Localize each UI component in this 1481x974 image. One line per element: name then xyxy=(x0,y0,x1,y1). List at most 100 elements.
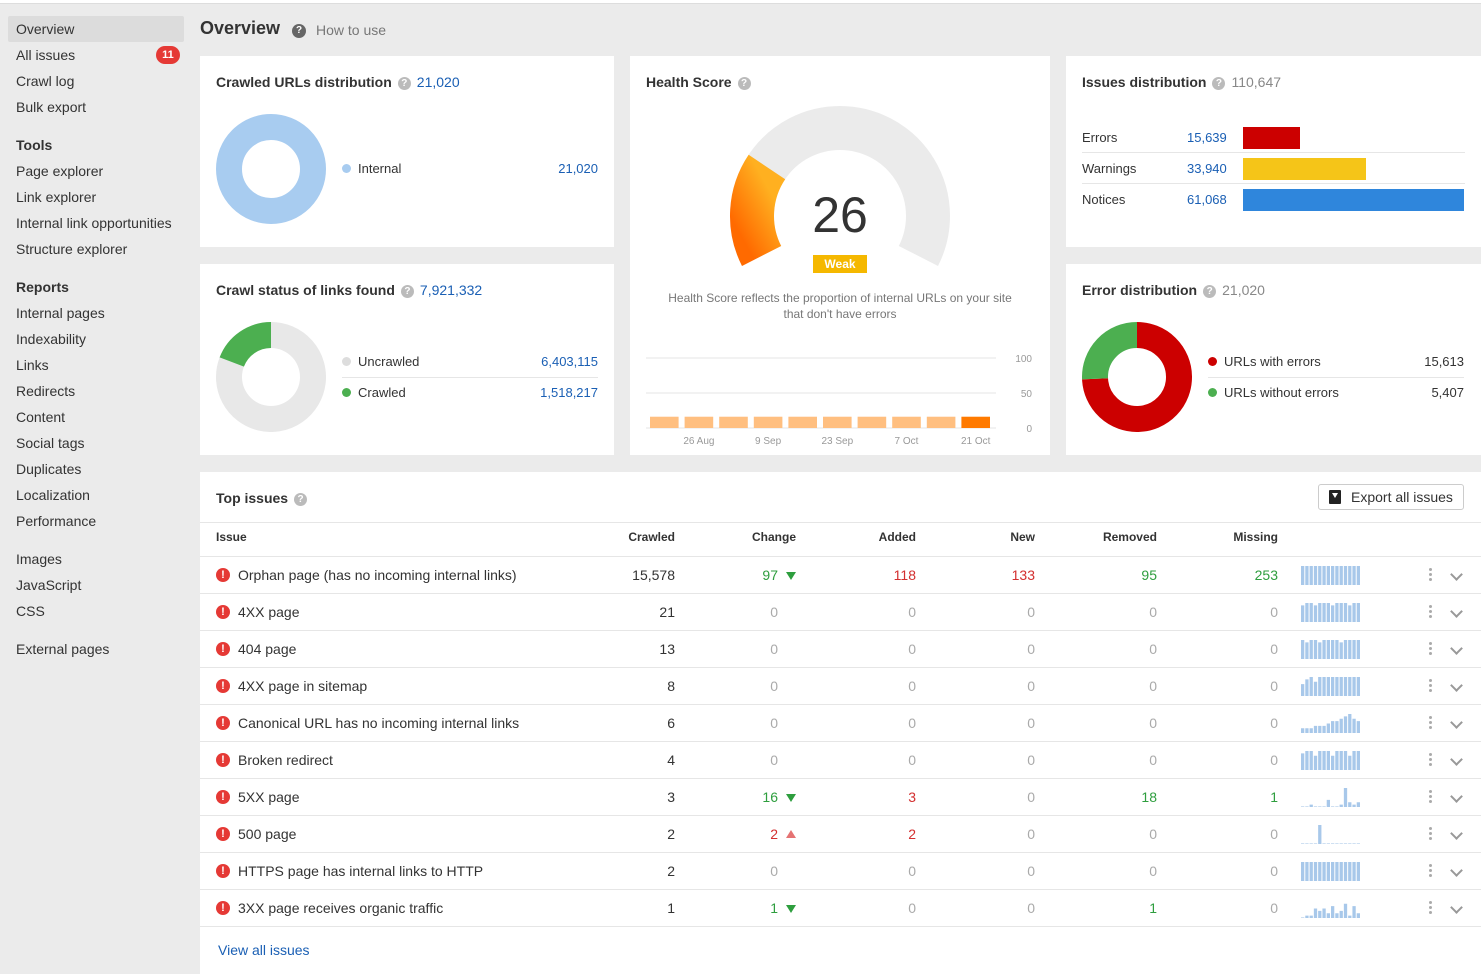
issue-name[interactable]: 404 page xyxy=(238,641,297,657)
sidebar-item-javascript[interactable]: JavaScript xyxy=(8,572,184,598)
new-count[interactable]: 0 xyxy=(1027,826,1035,842)
table-row[interactable]: ! Canonical URL has no incoming internal … xyxy=(200,704,1481,741)
issue-trend-sparkline[interactable] xyxy=(1301,861,1361,881)
added-count[interactable]: 0 xyxy=(908,900,916,916)
legend-value[interactable]: 6,403,115 xyxy=(541,354,598,369)
donut-slice[interactable] xyxy=(1082,322,1138,380)
health-bar[interactable] xyxy=(857,416,887,428)
sidebar-item-indexability[interactable]: Indexability xyxy=(8,326,184,352)
removed-count[interactable]: 0 xyxy=(1149,752,1157,768)
chevron-down-icon[interactable] xyxy=(1450,679,1463,692)
new-count[interactable]: 0 xyxy=(1027,900,1035,916)
sidebar-item-link-explorer[interactable]: Link explorer xyxy=(8,184,184,210)
more-options-icon[interactable] xyxy=(1429,679,1433,693)
chevron-down-icon[interactable] xyxy=(1450,753,1463,766)
help-icon[interactable]: ? xyxy=(294,492,308,506)
donut-slice[interactable] xyxy=(216,322,326,432)
issue-trend-sparkline[interactable] xyxy=(1301,713,1361,733)
donut-slice[interactable] xyxy=(219,322,272,368)
crawled-count[interactable]: 6 xyxy=(667,715,675,731)
sidebar-item-structure-explorer[interactable]: Structure explorer xyxy=(8,236,184,262)
sidebar-item-bulk-export[interactable]: Bulk export xyxy=(8,94,184,120)
missing-count[interactable]: 0 xyxy=(1270,900,1278,916)
how-to-use-link[interactable]: How to use xyxy=(316,22,387,38)
added-count[interactable]: 2 xyxy=(908,826,916,842)
issue-type-count[interactable]: 15,639 xyxy=(1187,130,1227,145)
change-count[interactable]: 0 xyxy=(770,604,778,620)
chevron-down-icon[interactable] xyxy=(1450,901,1463,914)
help-icon[interactable]: ? xyxy=(400,284,414,298)
sidebar-item-redirects[interactable]: Redirects xyxy=(8,378,184,404)
column-header-removed[interactable]: Removed xyxy=(1102,530,1157,544)
column-header-crawled[interactable]: Crawled xyxy=(628,530,675,544)
issue-name[interactable]: Canonical URL has no incoming internal l… xyxy=(238,715,520,731)
sidebar-item-crawl-log[interactable]: Crawl log xyxy=(8,68,184,94)
crawled-count[interactable]: 3 xyxy=(667,789,675,805)
chevron-down-icon[interactable] xyxy=(1450,605,1463,618)
health-bar[interactable] xyxy=(684,416,714,428)
health-bar[interactable] xyxy=(961,416,990,428)
issue-trend-sparkline[interactable] xyxy=(1301,602,1361,622)
missing-count[interactable]: 0 xyxy=(1270,641,1278,657)
added-count[interactable]: 0 xyxy=(908,641,916,657)
legend-value[interactable]: 21,020 xyxy=(558,161,598,176)
missing-count[interactable]: 253 xyxy=(1254,567,1278,583)
issue-name[interactable]: HTTPS page has internal links to HTTP xyxy=(238,863,484,879)
issue-name[interactable]: Orphan page (has no incoming internal li… xyxy=(238,567,517,583)
sidebar-item-images[interactable]: Images xyxy=(8,546,184,572)
table-row[interactable]: ! Orphan page (has no incoming internal l… xyxy=(200,556,1481,593)
help-icon[interactable]: ? xyxy=(1212,76,1226,90)
crawled-count[interactable]: 8 xyxy=(667,678,675,694)
legend-value[interactable]: 1,518,217 xyxy=(540,385,598,400)
help-icon[interactable]: ? xyxy=(737,76,751,90)
removed-count[interactable]: 0 xyxy=(1149,678,1157,694)
missing-count[interactable]: 0 xyxy=(1270,826,1278,842)
health-bar[interactable] xyxy=(753,416,783,428)
health-bar[interactable] xyxy=(788,416,817,428)
more-options-icon[interactable] xyxy=(1429,827,1433,841)
change-count[interactable]: 0 xyxy=(770,752,778,768)
legend-value[interactable]: 15,613 xyxy=(1424,354,1464,369)
sidebar-item-page-explorer[interactable]: Page explorer xyxy=(8,158,184,184)
view-all-issues-link[interactable]: View all issues xyxy=(218,942,310,958)
missing-count[interactable]: 0 xyxy=(1270,604,1278,620)
added-count[interactable]: 0 xyxy=(908,715,916,731)
added-count[interactable]: 0 xyxy=(908,678,916,694)
issue-trend-sparkline[interactable] xyxy=(1301,824,1361,844)
sidebar-item-external-pages[interactable]: External pages xyxy=(8,636,184,662)
health-bar[interactable] xyxy=(719,416,748,428)
issue-name[interactable]: 3XX page receives organic traffic xyxy=(238,900,444,916)
sidebar-item-internal-pages[interactable]: Internal pages xyxy=(8,300,184,326)
new-count[interactable]: 0 xyxy=(1027,752,1035,768)
chevron-down-icon[interactable] xyxy=(1450,642,1463,655)
removed-count[interactable]: 1 xyxy=(1149,900,1157,916)
legend-row[interactable]: URLs without errors 5,407 xyxy=(1208,378,1464,408)
table-row[interactable]: ! 4XX page 21 0 0 0 0 0 xyxy=(200,593,1481,630)
missing-count[interactable]: 0 xyxy=(1270,752,1278,768)
issue-name[interactable]: 5XX page xyxy=(238,789,300,805)
issue-trend-sparkline[interactable] xyxy=(1301,898,1361,918)
total-count[interactable]: 21,020 xyxy=(416,74,460,90)
removed-count[interactable]: 18 xyxy=(1141,789,1157,805)
added-count[interactable]: 0 xyxy=(908,604,916,620)
added-count[interactable]: 118 xyxy=(893,567,916,583)
issue-trend-sparkline[interactable] xyxy=(1301,787,1361,807)
more-options-icon[interactable] xyxy=(1429,642,1433,656)
legend-row[interactable]: Uncrawled 6,403,115 xyxy=(342,347,598,377)
more-options-icon[interactable] xyxy=(1429,864,1433,878)
change-count[interactable]: 1 xyxy=(770,900,778,916)
new-count[interactable]: 0 xyxy=(1027,641,1035,657)
crawled-count[interactable]: 1 xyxy=(667,900,675,916)
change-count[interactable]: 2 xyxy=(770,826,778,842)
sidebar-item-duplicates[interactable]: Duplicates xyxy=(8,456,184,482)
donut-slice[interactable] xyxy=(216,114,326,224)
table-row[interactable]: ! 4XX page in sitemap 8 0 0 0 0 0 xyxy=(200,667,1481,704)
help-icon[interactable]: ? xyxy=(397,76,411,90)
chevron-down-icon[interactable] xyxy=(1450,827,1463,840)
crawled-count[interactable]: 13 xyxy=(659,641,675,657)
sidebar-item-content[interactable]: Content xyxy=(8,404,184,430)
issue-name[interactable]: Broken redirect xyxy=(238,752,333,768)
missing-count[interactable]: 0 xyxy=(1270,863,1278,879)
issue-trend-sparkline[interactable] xyxy=(1301,750,1361,770)
crawled-count[interactable]: 2 xyxy=(667,863,675,879)
